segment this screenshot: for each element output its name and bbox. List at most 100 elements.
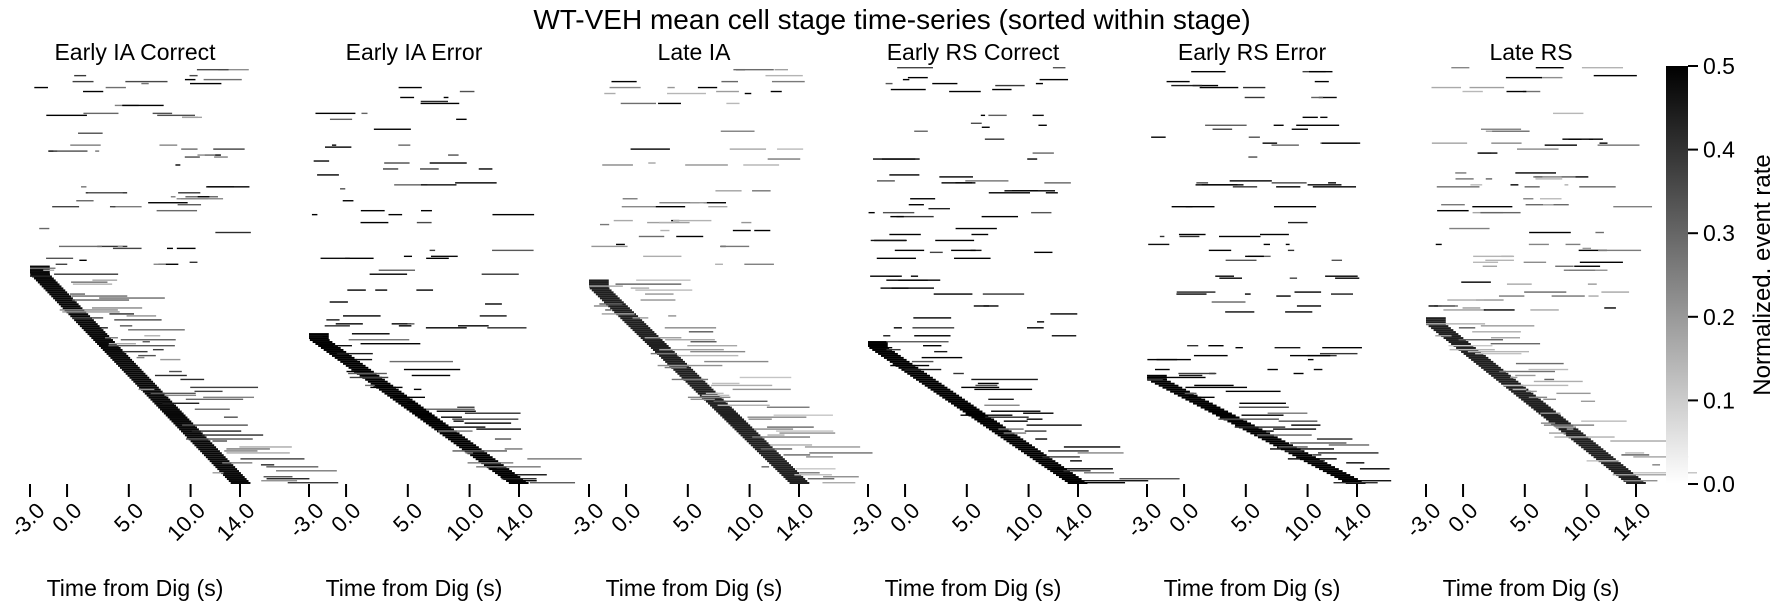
heatmap-segment: [114, 319, 162, 321]
heatmap-segment: [604, 92, 616, 95]
heatmap-segment: [309, 335, 323, 337]
heatmap-segment: [799, 472, 820, 474]
x-tick-label: -3.0: [1122, 498, 1166, 542]
heatmap-peak: [37, 281, 58, 284]
heatmap-segment: [1485, 178, 1493, 180]
heatmap-segment: [1052, 67, 1066, 69]
heatmap-peak: [953, 404, 974, 407]
heatmap-peak: [610, 307, 630, 310]
heatmap-peak: [1448, 341, 1469, 344]
heatmap-segment: [1469, 86, 1505, 89]
heatmap-peak: [412, 412, 432, 415]
heatmap-peak: [599, 297, 620, 300]
heatmap-peak: [636, 333, 657, 336]
heatmap-segment: [436, 410, 476, 412]
heatmap-peak: [642, 339, 663, 342]
heatmap-segment: [1192, 84, 1219, 87]
heatmap-segment: [120, 339, 176, 341]
heatmap-peak: [1018, 448, 1038, 451]
heatmap-segment: [912, 327, 955, 329]
heatmap-segment: [1491, 337, 1521, 339]
heatmap-segment: [69, 293, 86, 295]
heatmap-peak: [714, 408, 734, 411]
heatmap-segment: [105, 337, 118, 339]
heatmap-segment: [55, 263, 68, 265]
heatmap-segment: [1515, 172, 1557, 174]
heatmap-segment: [1505, 76, 1542, 79]
heatmap-peak: [783, 476, 804, 479]
heatmap-segment: [1311, 96, 1324, 99]
heatmap-segment: [222, 462, 253, 464]
heatmap-peak: [974, 418, 995, 421]
heatmap-peak: [417, 416, 438, 419]
heatmap-segment: [180, 378, 205, 381]
heatmap-segment: [1475, 352, 1522, 355]
heatmap-segment: [732, 388, 791, 391]
heatmap-segment: [1119, 478, 1180, 480]
heatmap-segment: [71, 281, 108, 283]
heatmap-segment: [1267, 412, 1308, 414]
heatmap-segment: [971, 378, 1038, 381]
heatmap-segment: [1219, 235, 1261, 238]
heatmap-segment: [1447, 299, 1485, 301]
heatmap-segment: [708, 206, 728, 208]
heatmap-segment: [955, 227, 997, 230]
heatmap-segment: [1178, 233, 1206, 236]
heatmap-segment: [194, 408, 230, 410]
heatmap-segment: [765, 74, 803, 77]
heatmap-peak: [58, 303, 79, 306]
heatmap-peak: [624, 321, 645, 324]
heatmap-peak: [425, 422, 446, 425]
heatmap-segment: [907, 76, 928, 79]
heatmap-segment: [170, 196, 176, 198]
heatmap-peak: [632, 329, 653, 332]
heatmap-peak: [726, 420, 747, 423]
heatmap-segment: [226, 448, 270, 450]
heatmap-segment: [223, 416, 238, 418]
heatmap-peak: [1338, 478, 1358, 481]
heatmap-peak: [868, 341, 888, 344]
x-axis-label: Time from Dig (s): [1443, 575, 1620, 601]
heatmap-peak: [30, 271, 50, 274]
heatmap-segment: [872, 158, 916, 160]
heatmap-segment: [823, 476, 859, 478]
colorbar: 0.0 0.1 0.2 0.3 0.4 0.5 Normalized. event rat…: [1666, 53, 1776, 497]
heatmap-peak: [167, 416, 188, 419]
heatmap-segment: [773, 414, 833, 416]
heatmap-segment: [266, 478, 310, 480]
heatmap-segment: [1195, 184, 1238, 186]
heatmap-segment: [644, 337, 682, 339]
heatmap-segment: [704, 360, 769, 363]
heatmap-peak: [359, 374, 380, 377]
heatmap-peak: [401, 404, 421, 407]
heatmap-segment: [716, 90, 739, 93]
heatmap-peak: [318, 345, 338, 347]
heatmap-segment: [1159, 235, 1165, 238]
heatmap-segment: [1426, 323, 1486, 325]
heatmap-segment: [1287, 249, 1295, 252]
heatmap-segment: [441, 416, 462, 418]
heatmap-peak: [1292, 454, 1313, 457]
heatmap-segment: [1491, 142, 1522, 144]
heatmap-segment: [1578, 249, 1607, 252]
heatmap-peak: [918, 380, 939, 383]
heatmap-peak: [927, 386, 948, 389]
heatmap-segment: [181, 148, 198, 150]
heatmap-segment: [212, 472, 224, 474]
panel-title: Early IA Error: [346, 39, 483, 65]
heatmap-peak: [104, 350, 125, 353]
heatmap-peak: [152, 400, 173, 403]
heatmap-peak: [448, 438, 468, 441]
heatmap-segment: [970, 249, 982, 252]
heatmap-peak: [1064, 480, 1085, 483]
heatmap-segment: [659, 202, 700, 204]
heatmap-peak: [472, 456, 493, 459]
heatmap-segment: [1485, 259, 1514, 262]
heatmap-segment: [868, 211, 875, 214]
heatmap-segment: [464, 412, 521, 414]
heatmap-segment: [1441, 204, 1465, 206]
heatmap-segment: [455, 182, 497, 184]
heatmap-segment: [320, 257, 350, 260]
heatmap-segment: [190, 82, 222, 85]
heatmap-peak: [756, 450, 777, 453]
